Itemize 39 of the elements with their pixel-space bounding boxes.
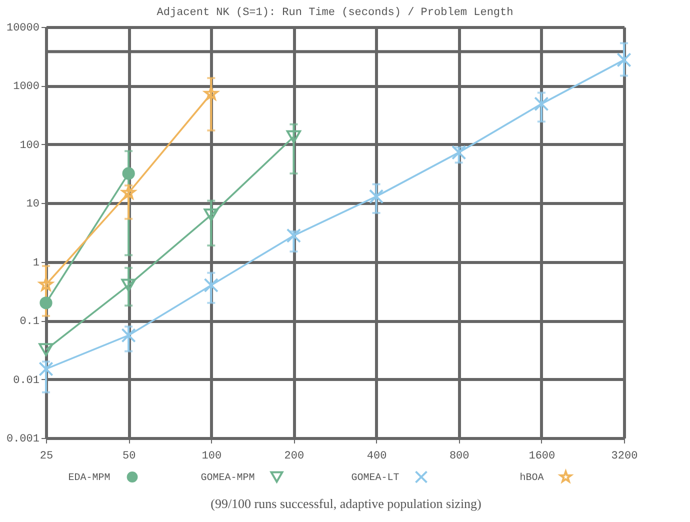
y-tick-label: 1: [32, 257, 40, 270]
point: [452, 145, 466, 160]
point: [286, 228, 302, 243]
x-tick-label: 800: [449, 450, 470, 462]
x-tick-label: 25: [40, 450, 54, 462]
point: [121, 278, 136, 292]
legend-label: EDA-MPM: [68, 473, 110, 484]
point: [40, 296, 52, 310]
x-tick-label: 200: [284, 450, 304, 462]
point: [122, 167, 135, 180]
point: [38, 343, 54, 356]
chart-title: Adjacent NK (S=1): Run Time (seconds) / Problem Length: [156, 7, 514, 19]
point: [204, 278, 218, 293]
point: [122, 185, 136, 199]
y-tick-label: 1000: [13, 81, 40, 94]
point: [38, 277, 54, 291]
y-tick-label: 10000: [6, 22, 40, 34]
point: [368, 189, 384, 204]
point: [616, 52, 632, 68]
y-tick-label: 0.1: [20, 316, 40, 328]
legend-label: GOMEA-MPM: [200, 473, 255, 484]
y-tick-label: 100: [20, 140, 40, 152]
point: [121, 328, 136, 343]
y-tick-label: 0.001: [6, 434, 40, 446]
text: (99/100 runs successful, adaptive population sizing): [210, 496, 482, 511]
x-tick-label: 3200: [611, 450, 638, 462]
point: [286, 130, 302, 144]
point: [204, 86, 218, 100]
point: [38, 362, 54, 376]
point: [534, 96, 549, 112]
point: [204, 208, 218, 222]
legend-label: hBOA: [520, 472, 544, 484]
x-tick-label: 50: [122, 450, 136, 462]
y-tick-label: 10: [26, 198, 40, 211]
x-tick-label: 100: [202, 450, 222, 462]
legend-label: GOMEA-LT: [351, 473, 400, 484]
y-tick-label: 0.01: [13, 374, 40, 387]
x-tick-label: 1600: [528, 450, 556, 462]
x-tick-label: 400: [366, 450, 387, 462]
